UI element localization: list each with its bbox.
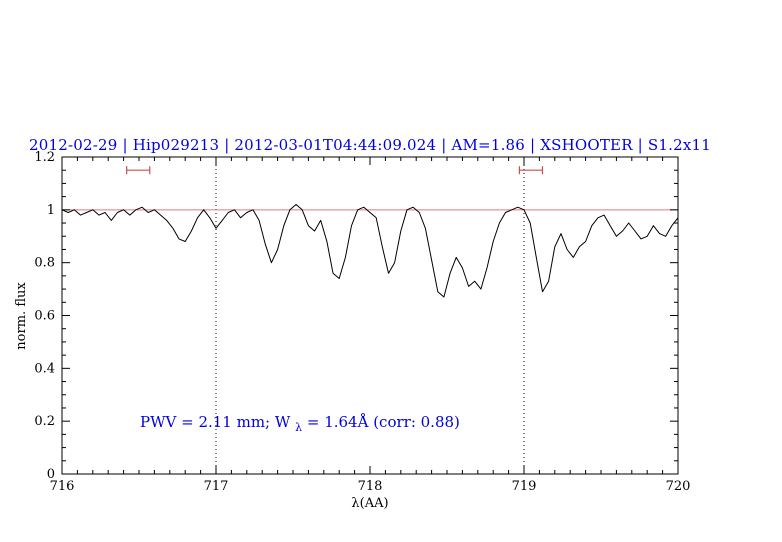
y-tick-label: 0 xyxy=(47,467,55,482)
y-tick-label: 1 xyxy=(47,203,55,218)
spectrum-line xyxy=(61,204,679,298)
x-tick-label: 718 xyxy=(358,479,383,494)
y-axis-label: norm. flux xyxy=(14,282,29,350)
y-tick-label: 1.2 xyxy=(34,150,55,165)
pwv-annotation-part1: PWV = 2.11 mm; W xyxy=(140,413,291,431)
pwv-annotation-part2: = 1.64Å (corr: 0.88) xyxy=(307,413,460,431)
x-tick-label: 717 xyxy=(204,479,229,494)
x-tick-label: 720 xyxy=(666,479,691,494)
generated-chart: 716 717 718 719 720 0 0.2 0.4 0.6 0.8 1 1.2 xyxy=(34,150,690,494)
x-axis-label: λ(AA) xyxy=(351,496,388,511)
y-tick-label: 0.4 xyxy=(34,361,55,376)
y-tick-label: 0.2 xyxy=(34,414,55,429)
pwv-annotation: PWV = 2.11 mm; W λ = 1.64Å (corr: 0.88) xyxy=(140,413,460,435)
x-tick-label: 716 xyxy=(50,479,75,494)
x-tick-label: 719 xyxy=(512,479,537,494)
y-tick-label: 0.6 xyxy=(34,309,55,324)
pwv-annotation-subscript: λ xyxy=(295,421,302,434)
plot-title: 2012-02-29 | Hip029213 | 2012-03-01T04:4… xyxy=(29,136,711,154)
y-tick-label: 0.8 xyxy=(34,256,55,271)
